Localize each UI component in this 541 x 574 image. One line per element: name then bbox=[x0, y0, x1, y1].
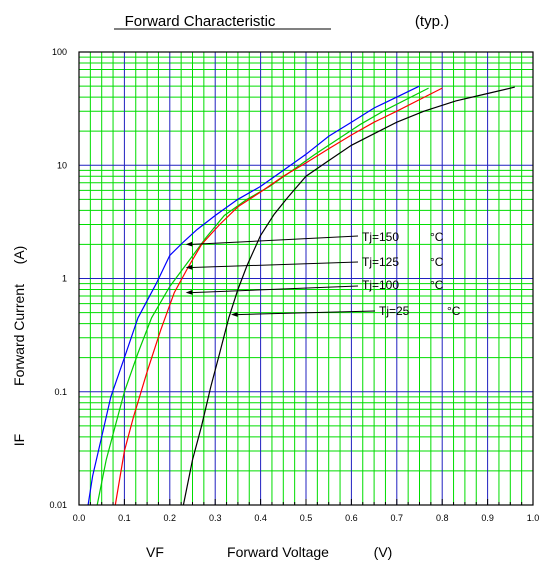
annotation-arrow-line bbox=[191, 261, 359, 269]
annotation-unit: °C bbox=[430, 230, 444, 244]
annotation-unit: °C bbox=[430, 278, 444, 292]
annotation-label: Tj=25 bbox=[379, 304, 410, 318]
y-tick-label: 10 bbox=[57, 160, 67, 170]
x-axis-label: VF Forward Voltage (V) bbox=[146, 544, 392, 560]
chart-title: Forward Characteristic (typ.) bbox=[114, 13, 449, 30]
y-tick-label: 100 bbox=[52, 47, 67, 57]
x-tick-label: 0.6 bbox=[345, 513, 358, 523]
annotation-label: Tj=125 bbox=[362, 255, 399, 269]
x-axis-unit: (V) bbox=[374, 544, 393, 560]
annotation-label: Tj=150 bbox=[362, 230, 399, 244]
annotation-unit: °C bbox=[447, 304, 461, 318]
y-tick-label: 0.1 bbox=[54, 387, 67, 397]
annotation-arrow-line bbox=[191, 235, 359, 245]
annotation-arrow-line bbox=[237, 310, 376, 316]
chart-title-suffix: (typ.) bbox=[415, 13, 449, 30]
annotation-arrow-head bbox=[185, 289, 193, 295]
annotation-arrow-head bbox=[231, 312, 238, 317]
x-axis-symbol: VF bbox=[146, 544, 164, 560]
x-tick-label: 0.0 bbox=[73, 513, 86, 523]
annotation-arrow-head bbox=[185, 241, 193, 247]
x-tick-label: 0.8 bbox=[436, 513, 449, 523]
annotation-arrow-line bbox=[191, 285, 359, 294]
series-line-tj-100 bbox=[114, 87, 443, 506]
annotation-arrow-head bbox=[185, 264, 193, 270]
x-tick-label: 1.0 bbox=[527, 513, 540, 523]
x-tick-label: 0.3 bbox=[209, 513, 222, 523]
y-axis-label: IF Forward Current (A) bbox=[11, 246, 27, 447]
y-axis-symbol: IF bbox=[11, 434, 27, 446]
annotation-label: Tj=100 bbox=[362, 278, 399, 292]
y-axis-title: Forward Current bbox=[11, 284, 27, 386]
y-tick-label: 0.01 bbox=[49, 500, 67, 510]
chart-title-text: Forward Characteristic bbox=[125, 13, 276, 30]
x-tick-label: 0.9 bbox=[481, 513, 494, 523]
series-line-tj-125 bbox=[96, 87, 429, 506]
y-axis-unit: (A) bbox=[11, 246, 27, 265]
plot-area: 0.0 0.1 0.2 0.3 0.4 0.5 0.6 0.7 0.8 0.9 1.0 0.01 0.1… bbox=[49, 47, 539, 523]
series-line-tj-150 bbox=[87, 85, 420, 506]
x-tick-label: 0.7 bbox=[391, 513, 404, 523]
x-tick-label: 0.2 bbox=[164, 513, 177, 523]
series-line-tj-25 bbox=[182, 86, 515, 506]
x-axis-title: Forward Voltage bbox=[227, 544, 329, 560]
x-tick-label: 0.5 bbox=[300, 513, 313, 523]
y-tick-label: 1 bbox=[62, 274, 67, 284]
annotation-unit: °C bbox=[430, 255, 444, 269]
x-tick-label: 0.1 bbox=[118, 513, 131, 523]
x-tick-label: 0.4 bbox=[254, 513, 267, 523]
